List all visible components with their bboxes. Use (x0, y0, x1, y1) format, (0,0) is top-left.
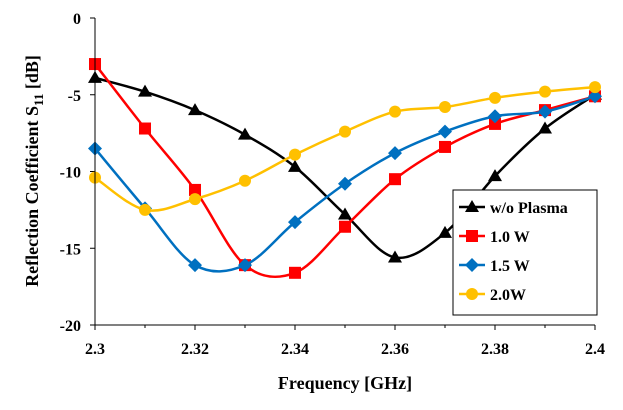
data-point-2-0w (189, 193, 201, 206)
legend-swatch-marker (466, 288, 478, 300)
data-point-2-0w (289, 148, 301, 161)
data-point-w-o-plasma (138, 84, 152, 97)
y-tick-label: -10 (60, 165, 81, 182)
data-point-1-5-w (438, 124, 452, 139)
y-tick-label: -5 (68, 88, 81, 105)
data-point-1-0-w (289, 266, 301, 279)
data-point-2-0w (239, 174, 251, 187)
y-tick-label: -20 (60, 318, 81, 335)
data-point-1-5-w (588, 89, 602, 104)
legend-item-2-0w: 2.0W (459, 287, 526, 304)
legend-label: w/o Plasma (490, 200, 568, 217)
data-point-1-5-w (288, 215, 302, 230)
y-axis-title-subscript: 11 (31, 94, 46, 106)
y-tick-label: -15 (60, 241, 81, 258)
data-point-2-0w (339, 125, 351, 138)
data-point-w-o-plasma (488, 169, 502, 182)
data-point-w-o-plasma (438, 225, 452, 238)
data-point-1-0-w (439, 140, 451, 153)
data-point-2-0w (589, 81, 601, 94)
data-point-1-5-w (488, 109, 502, 124)
legend-label: 1.0 W (490, 229, 530, 246)
legend-swatch-marker (466, 230, 478, 242)
data-point-1-5-w (388, 146, 402, 161)
axes (94, 18, 595, 326)
series-layer (88, 58, 602, 279)
legend-swatch-marker (465, 258, 479, 272)
data-point-1-5-w (338, 176, 352, 191)
y-axis-title-main: Reflection Coefficient S (22, 106, 42, 287)
data-point-w-o-plasma (238, 127, 252, 140)
legend-swatch-marker (465, 200, 479, 212)
y-axis-title-unit: [dB] (22, 55, 42, 94)
x-axis-title: Frequency [GHz] (278, 373, 412, 393)
data-point-1-0-w (189, 183, 201, 196)
data-point-1-5-w (188, 258, 202, 273)
data-point-w-o-plasma (538, 121, 552, 134)
tick-labels: 2.3 2.32 2.34 2.36 2.38 2.4 0 -5 -10 -15 -20 (60, 11, 605, 358)
y-axis-title: Reflection Coefficient S11 [dB] (22, 55, 46, 287)
x-tick-label: 2.34 (281, 341, 309, 358)
legend-item-w-o-plasma: w/o Plasma (459, 200, 568, 217)
legend-label: 2.0W (490, 287, 526, 304)
data-point-w-o-plasma (388, 250, 402, 263)
data-point-1-5-w (538, 104, 552, 119)
series-line-1-0-w (94, 63, 596, 279)
data-point-1-5-w (238, 258, 252, 273)
legend-item-1-0-w: 1.0 W (459, 229, 530, 246)
data-point-w-o-plasma (188, 103, 202, 116)
legend-label: 1.5 W (490, 258, 530, 275)
data-point-1-0-w (389, 173, 401, 186)
data-point-w-o-plasma (288, 159, 302, 172)
legend-item-1-5-w: 1.5 W (459, 258, 530, 275)
data-point-2-0w (139, 203, 151, 216)
data-point-1-0-w (339, 220, 351, 233)
series-2-0w (89, 81, 601, 216)
legend: w/o Plasma 1.0 W 1.5 W 2.0W (452, 189, 598, 316)
x-tick-label: 2.4 (585, 341, 605, 358)
data-point-2-0w (489, 91, 501, 104)
data-point-1-0-w (489, 117, 501, 130)
x-tick-label: 2.38 (481, 341, 509, 358)
data-point-2-0w (389, 105, 401, 118)
data-point-2-0w (439, 101, 451, 114)
series-w-o-plasma (88, 70, 602, 263)
y-tick-label: 0 (73, 11, 81, 28)
x-tick-label: 2.3 (85, 341, 105, 358)
series-1-5-w (88, 89, 602, 273)
data-point-1-0-w (139, 122, 151, 135)
data-point-w-o-plasma (338, 207, 352, 220)
x-tick-label: 2.32 (181, 341, 209, 358)
data-point-2-0w (539, 85, 551, 98)
x-tick-label: 2.36 (381, 341, 409, 358)
